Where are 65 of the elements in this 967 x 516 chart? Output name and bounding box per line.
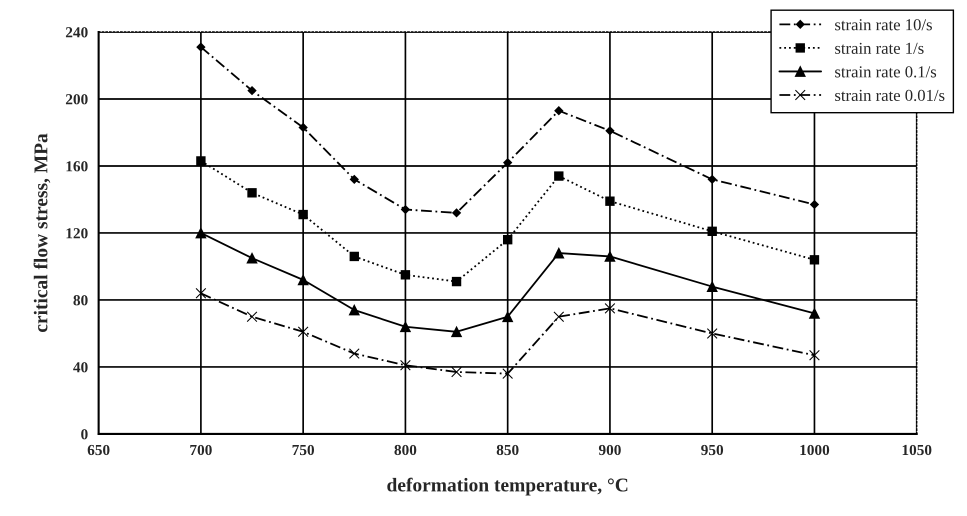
point [502, 368, 514, 380]
y-axis-title: critical flow stress, MPa [34, 134, 50, 332]
point [809, 350, 820, 361]
y-tick-label: 160 [66, 161, 88, 172]
x-tick-label: 900 [598, 444, 621, 456]
point [452, 276, 462, 286]
x-tick-label: 800 [394, 444, 416, 456]
point [348, 348, 360, 359]
point [298, 210, 308, 220]
x-tick-label: 650 [88, 444, 110, 456]
point [400, 205, 410, 214]
x-axis-title: deformation temperature, °C [387, 478, 628, 496]
point [350, 174, 359, 184]
point [810, 200, 819, 209]
x-tick-label: 1000 [800, 444, 830, 456]
x-tick-label: 700 [190, 444, 212, 456]
point [706, 328, 718, 339]
point [196, 228, 206, 238]
point [298, 123, 308, 132]
point [451, 326, 462, 338]
legend-label: strain rate 1/s [835, 42, 924, 54]
point [502, 234, 512, 244]
point [554, 106, 564, 116]
point [708, 174, 717, 184]
y-tick-label: 200 [66, 94, 88, 104]
point [810, 255, 820, 264]
legend-label: strain rate 10/s [835, 19, 932, 30]
point [451, 366, 462, 378]
point [605, 196, 615, 206]
x-tick-label: 1050 [902, 444, 932, 456]
point [809, 308, 820, 319]
point [246, 311, 258, 322]
point [400, 270, 410, 280]
y-tick-label: 0 [81, 429, 88, 440]
x-tick-label: 750 [292, 444, 314, 456]
point [196, 288, 206, 299]
point [604, 302, 616, 314]
point [348, 304, 360, 316]
legend-label: strain rate 0.1/s [835, 66, 936, 78]
y-tick-label: 40 [73, 362, 88, 372]
y-tick-label: 240 [66, 27, 88, 38]
y-tick-label: 120 [66, 228, 88, 238]
point [298, 326, 309, 338]
point [247, 188, 257, 198]
point [248, 86, 256, 96]
x-tick-label: 950 [701, 444, 724, 456]
point [196, 156, 206, 166]
point [298, 274, 309, 286]
point [246, 252, 258, 264]
point [553, 311, 564, 322]
point [400, 321, 411, 332]
point [554, 171, 564, 181]
point [196, 42, 206, 52]
point [400, 360, 411, 371]
point [706, 281, 718, 292]
point [350, 252, 359, 262]
point [604, 251, 616, 262]
point [605, 126, 614, 136]
point [452, 208, 461, 218]
legend-label: strain rate 0.01/s [835, 90, 944, 102]
x-tick-label: 850 [496, 444, 519, 456]
point [502, 311, 514, 322]
y-tick-label: 80 [73, 295, 88, 306]
point [553, 248, 564, 258]
point [708, 226, 717, 236]
